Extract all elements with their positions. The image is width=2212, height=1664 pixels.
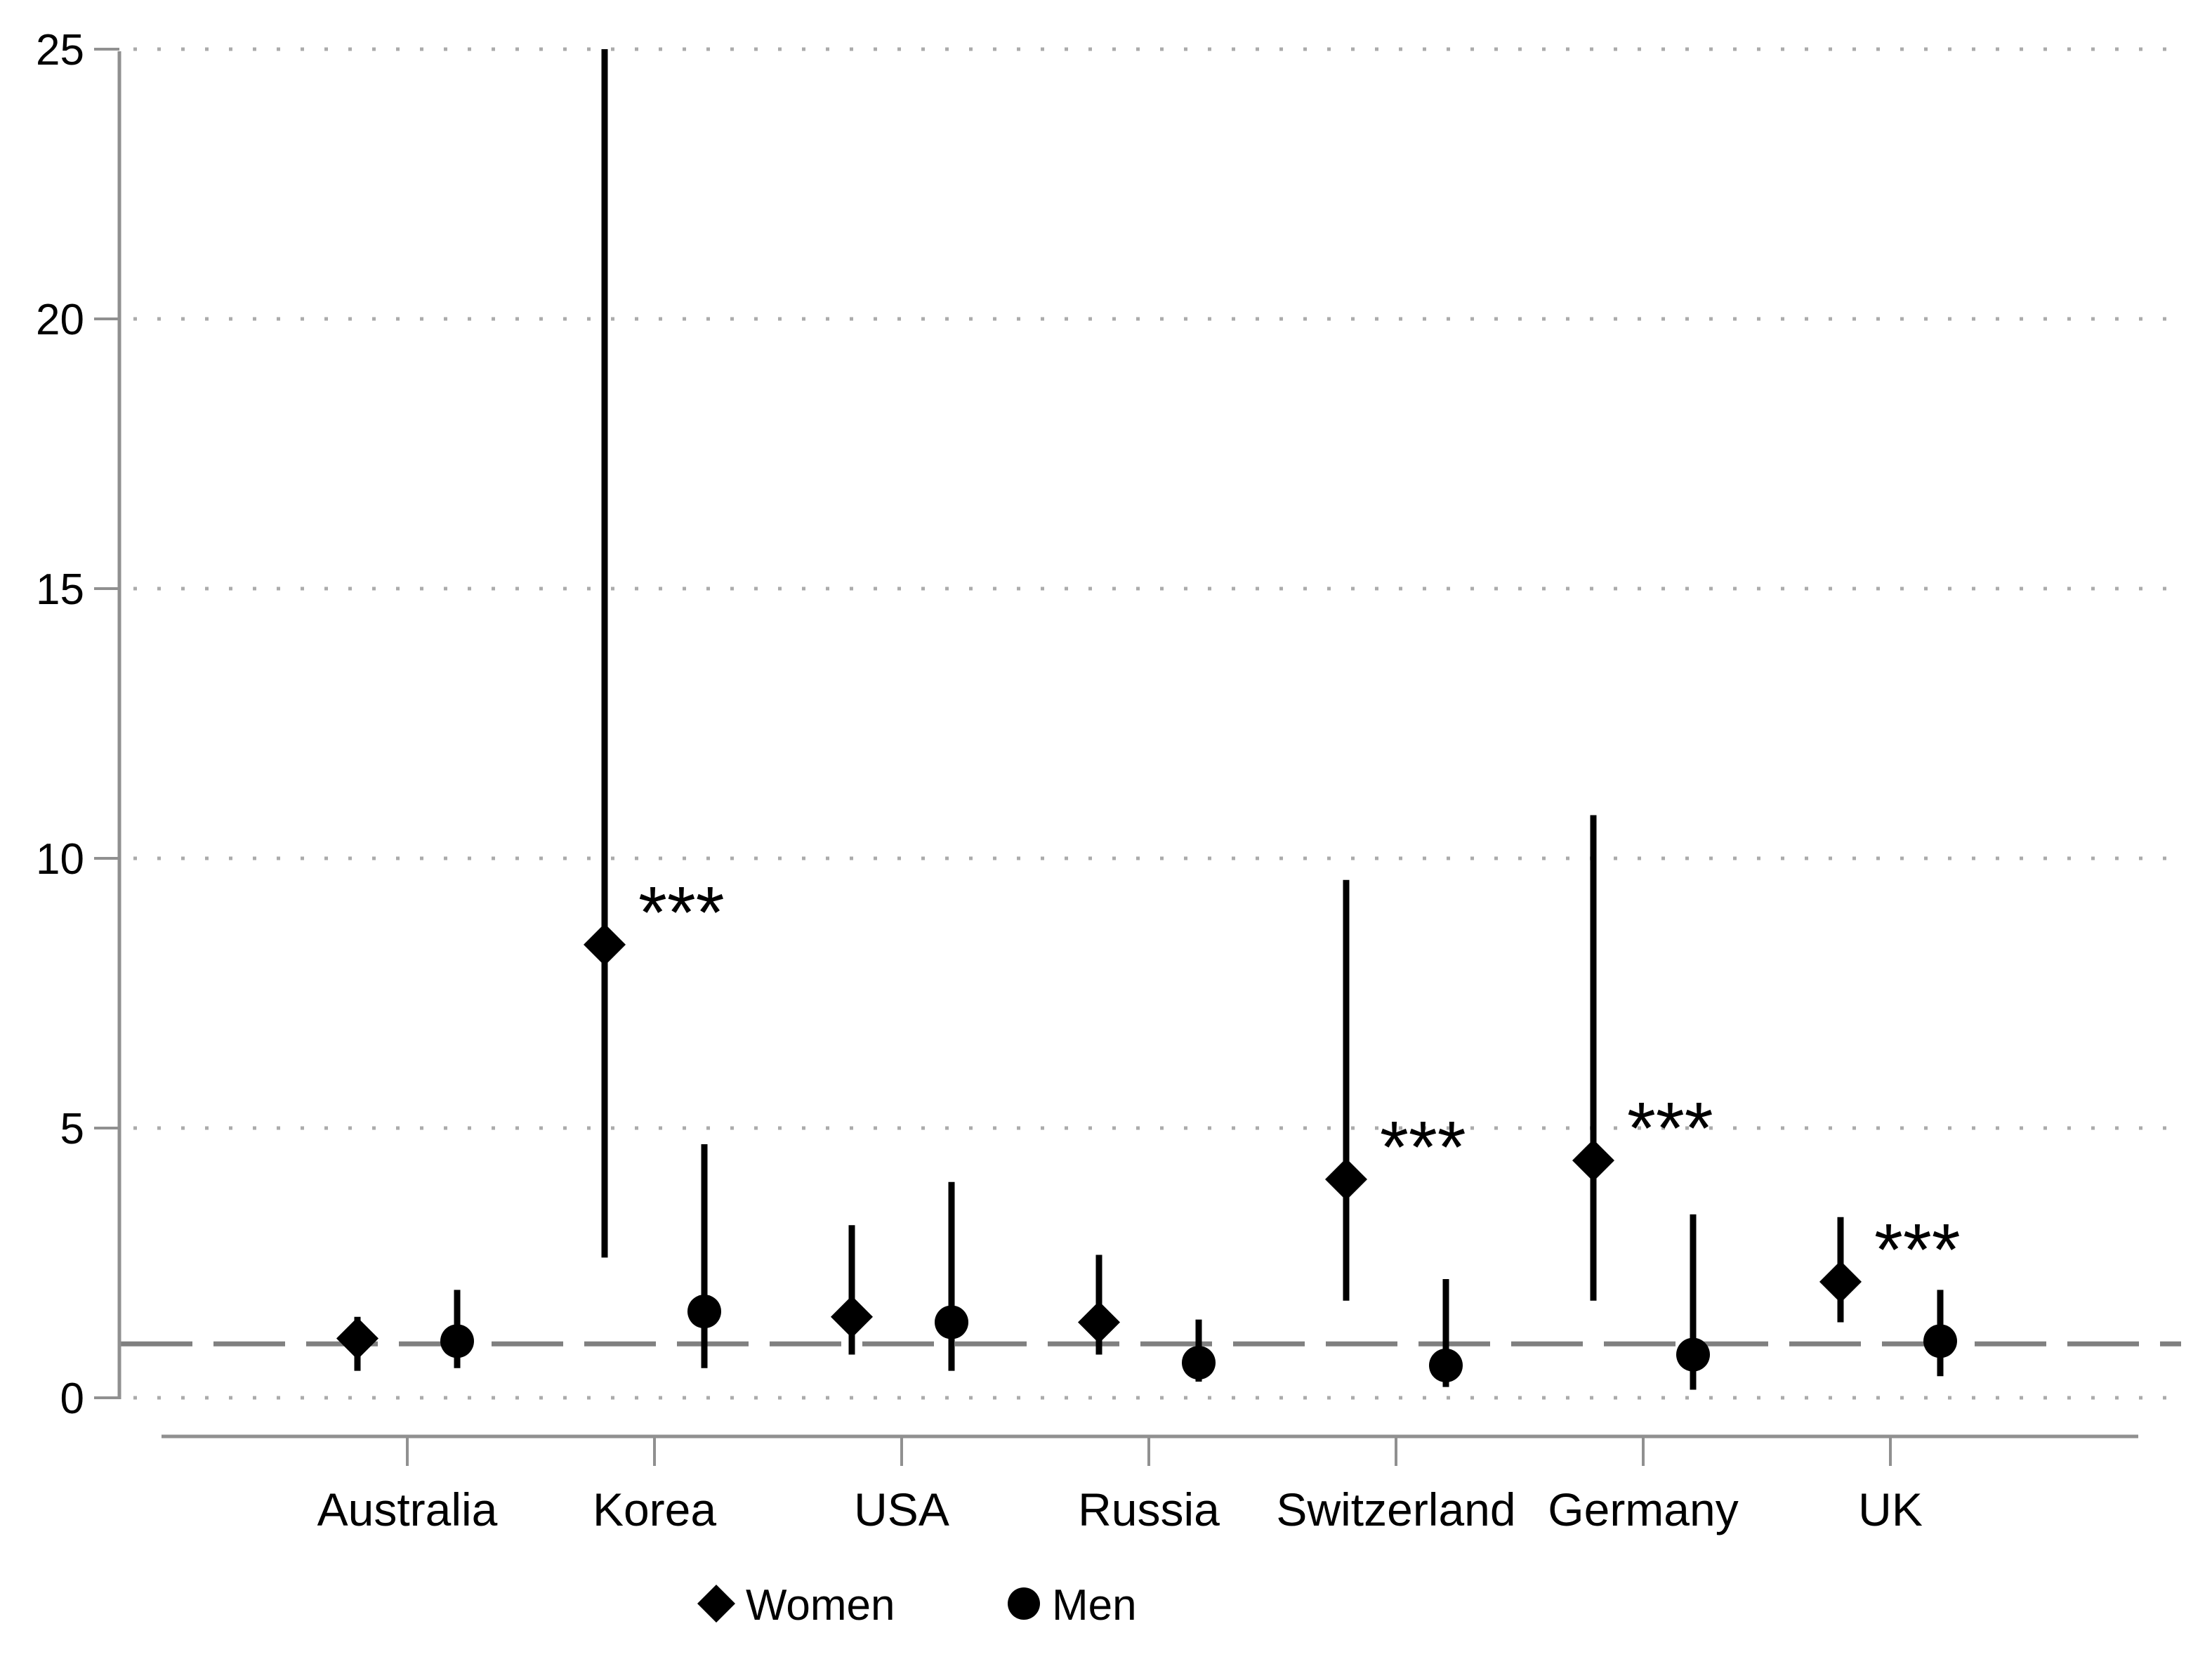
x-label-australia: Australia <box>317 1483 498 1535</box>
sig-stars-women-korea: *** <box>638 872 725 954</box>
x-label-korea: Korea <box>593 1483 716 1535</box>
point-marker-women-russia <box>1078 1301 1120 1344</box>
sig-stars-women-germany: *** <box>1627 1087 1713 1170</box>
point-marker-men-germany <box>1676 1337 1710 1372</box>
y-axis-group: 0 5 10 15 20 25 <box>36 26 121 1423</box>
sig-stars-women-uk: *** <box>1874 1209 1961 1291</box>
point-marker-men-uk <box>1923 1324 1957 1358</box>
legend-item-women: Women <box>697 1581 895 1630</box>
legend-circle-icon <box>1008 1587 1040 1620</box>
x-label-switzerland: Switzerland <box>1276 1483 1515 1535</box>
y-tick-label-0: 0 <box>60 1375 84 1423</box>
x-label-russia: Russia <box>1078 1483 1220 1535</box>
point-marker-women-usa <box>831 1295 873 1338</box>
x-axis-group: Australia Korea USA Russia Switzerland German… <box>162 1434 2138 1535</box>
legend-label-men: Men <box>1052 1581 1137 1630</box>
y-tick-label-10: 10 <box>36 835 84 884</box>
point-marker-men-australia <box>440 1324 474 1358</box>
y-tick-label-15: 15 <box>36 565 84 614</box>
point-marker-women-australia <box>336 1317 378 1360</box>
legend-label-women: Women <box>746 1581 895 1630</box>
y-tick-label-5: 5 <box>60 1105 84 1153</box>
sig-stars-women-switzerland: *** <box>1380 1106 1466 1188</box>
y-tick-label-20: 20 <box>36 296 84 344</box>
point-marker-women-germany <box>1572 1139 1614 1182</box>
legend-item-men: Men <box>1008 1581 1137 1630</box>
point-marker-men-russia <box>1182 1346 1216 1380</box>
gridlines-group <box>133 47 2171 1400</box>
point-marker-men-usa <box>935 1305 968 1339</box>
point-marker-men-switzerland <box>1429 1348 1463 1382</box>
x-label-germany: Germany <box>1548 1483 1738 1535</box>
point-marker-women-korea <box>584 923 626 966</box>
point-marker-men-korea <box>687 1295 721 1329</box>
legend-diamond-icon <box>697 1585 735 1623</box>
x-label-usa: USA <box>854 1483 949 1535</box>
x-label-uk: UK <box>1858 1483 1923 1535</box>
legend: Women Men <box>697 1581 1137 1630</box>
point-marker-women-uk <box>1819 1260 1862 1303</box>
series-women: *** *** *** *** <box>336 49 1961 1371</box>
point-marker-women-switzerland <box>1325 1158 1367 1200</box>
series-men <box>440 1144 1957 1390</box>
y-tick-label-25: 25 <box>36 26 84 74</box>
